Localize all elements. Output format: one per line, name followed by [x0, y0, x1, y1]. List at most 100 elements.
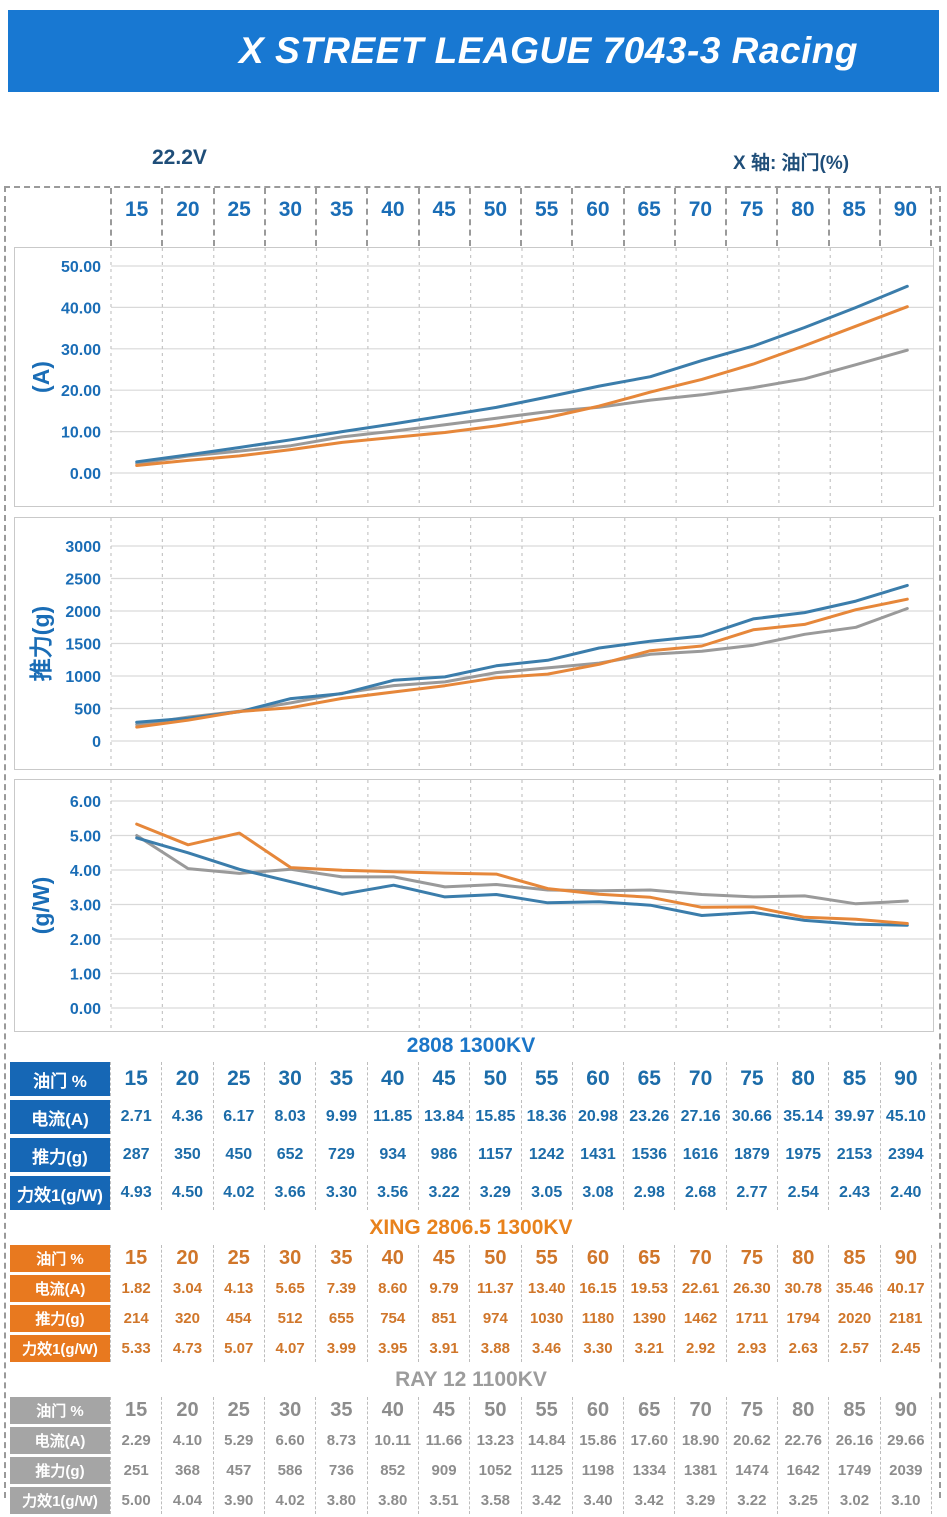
table-cell: 25	[214, 1397, 265, 1424]
table-cell: 350	[162, 1138, 214, 1172]
row-header: 电流(A)	[10, 1427, 110, 1454]
table-row: 力效1(g/W) 5.33 4.73 5.07 4.07 3.99 3.95 3.91 3.88…	[10, 1335, 932, 1362]
table-cell: 90	[881, 1245, 932, 1272]
table-cell: 4.10	[162, 1427, 214, 1454]
table-cell: 70	[675, 1062, 727, 1096]
x-axis-title: X 轴: 油门(%)	[733, 153, 850, 174]
table-cell: 1157	[470, 1138, 522, 1172]
y-tick-label: 10.00	[61, 425, 101, 442]
table-cell: 852	[368, 1457, 419, 1484]
table-cell: 7.39	[316, 1275, 368, 1302]
table-cell: 80	[778, 1062, 830, 1096]
table-cell: 17.60	[624, 1427, 676, 1454]
table-cell: 26.16	[829, 1427, 881, 1454]
motor-table-ray12: RAY 12 1100KV 油门 % 15 20 25 30 35 40 45 50 55 60 65…	[10, 1368, 932, 1514]
table-cell: 50	[470, 1397, 522, 1424]
y-tick-label: 3000	[65, 539, 101, 556]
table-cell: 909	[419, 1457, 471, 1484]
table-cell: 35.14	[778, 1100, 830, 1134]
table-cell: 65	[624, 1397, 676, 1424]
table-cell: 70	[675, 1245, 727, 1272]
table-cell: 4.36	[162, 1100, 214, 1134]
table-cell: 2153	[829, 1138, 881, 1172]
table-cell: 3.56	[368, 1176, 419, 1210]
y-axis-label: 推力(g)	[28, 606, 54, 681]
table-cell: 29.66	[881, 1427, 932, 1454]
table-cell: 3.21	[624, 1335, 676, 1362]
throttle-tick-label: 60	[573, 188, 625, 246]
table-cell: 15.85	[470, 1100, 522, 1134]
table-row: 推力(g) 251 368 457 586 736 852 909 1052 1125 1198 13…	[10, 1457, 932, 1484]
table-cell: 2.71	[110, 1100, 163, 1134]
table-cell: 1180	[573, 1305, 625, 1332]
table-cell: 26.30	[727, 1275, 779, 1302]
table-cell: 3.22	[419, 1176, 471, 1210]
table-cell: 2.29	[110, 1427, 163, 1454]
table-cell: 1242	[522, 1138, 573, 1172]
table-cell: 20.98	[573, 1100, 625, 1134]
table-cell: 13.40	[522, 1275, 573, 1302]
table-cell: 1711	[727, 1305, 779, 1332]
table-header-row: 油门 % 15 20 25 30 35 40 45 50 55 60 65 70 75 80 85 90	[10, 1062, 932, 1096]
throttle-tick-label: 15	[110, 188, 164, 246]
table-cell: 3.04	[162, 1275, 214, 1302]
table-cell: 16.15	[573, 1275, 625, 1302]
table-cell: 11.66	[419, 1427, 471, 1454]
app-title-bar: X STREET LEAGUE 7043-3 Racing	[8, 10, 939, 92]
table-rows: 油门 % 15 20 25 30 35 40 45 50 55 60 65 70 75 80 85 90 电流(A…	[10, 1397, 932, 1514]
table-cell: 35	[316, 1397, 368, 1424]
throttle-tick-label: 80	[778, 188, 830, 246]
table-cell: 60	[573, 1245, 625, 1272]
table-cell: 5.29	[214, 1427, 265, 1454]
table-cell: 40.17	[881, 1275, 932, 1302]
table-cell: 287	[110, 1138, 163, 1172]
table-cell: 50	[470, 1245, 522, 1272]
table-cell: 1052	[470, 1457, 522, 1484]
table-cell: 1381	[675, 1457, 727, 1484]
table-cell: 45	[419, 1245, 471, 1272]
row-header: 力效1(g/W)	[10, 1487, 110, 1514]
y-tick-label: 6.00	[70, 794, 101, 811]
table-cell: 3.95	[368, 1335, 419, 1362]
table-cell: 13.23	[470, 1427, 522, 1454]
table-cell: 3.42	[624, 1487, 676, 1514]
table-cell: 14.84	[522, 1427, 573, 1454]
table-cell: 1125	[522, 1457, 573, 1484]
thrust-plot: 0 500 1000 1500 2000 2500 3000 推力(g)	[28, 518, 933, 769]
table-cell: 3.90	[214, 1487, 265, 1514]
table-cell: 23.26	[624, 1100, 676, 1134]
table-cell: 1642	[778, 1457, 830, 1484]
table-cell: 45	[419, 1062, 471, 1096]
table-cell: 4.93	[110, 1176, 163, 1210]
table-cell: 75	[727, 1397, 779, 1424]
table-cell: 39.97	[829, 1100, 881, 1134]
table-cell: 1794	[778, 1305, 830, 1332]
table-cell: 1749	[829, 1457, 881, 1484]
row-header: 油门 %	[10, 1062, 110, 1096]
row-header: 电流(A)	[10, 1275, 110, 1302]
table-title: 2808 1300KV	[406, 1034, 536, 1057]
table-cell: 5.65	[265, 1275, 317, 1302]
series-line	[135, 834, 909, 906]
table-cell: 40	[368, 1062, 419, 1096]
table-cell: 4.02	[265, 1487, 317, 1514]
series-line	[135, 597, 909, 729]
current-plot: 0.00 10.00 20.00 30.00 40.00 50.00 (A)	[28, 248, 933, 506]
table-cell: 13.84	[419, 1100, 471, 1134]
table-cell: 8.73	[316, 1427, 368, 1454]
series-line	[135, 822, 909, 925]
y-tick-label: 50.00	[61, 259, 101, 276]
current-chart: 0.00 10.00 20.00 30.00 40.00 50.00 (A)	[14, 247, 934, 507]
table-cell: 65	[624, 1245, 676, 1272]
y-axis-label: (g/W)	[28, 877, 54, 934]
table-cell: 2.43	[829, 1176, 881, 1210]
table-cell: 4.02	[214, 1176, 265, 1210]
table-cell: 2.54	[778, 1176, 830, 1210]
table-cell: 3.05	[522, 1176, 573, 1210]
table-cell: 974	[470, 1305, 522, 1332]
table-cell: 2039	[881, 1457, 932, 1484]
table-cell: 20.62	[727, 1427, 779, 1454]
table-cell: 3.02	[829, 1487, 881, 1514]
series-line	[135, 348, 909, 465]
table-cell: 30	[265, 1062, 317, 1096]
